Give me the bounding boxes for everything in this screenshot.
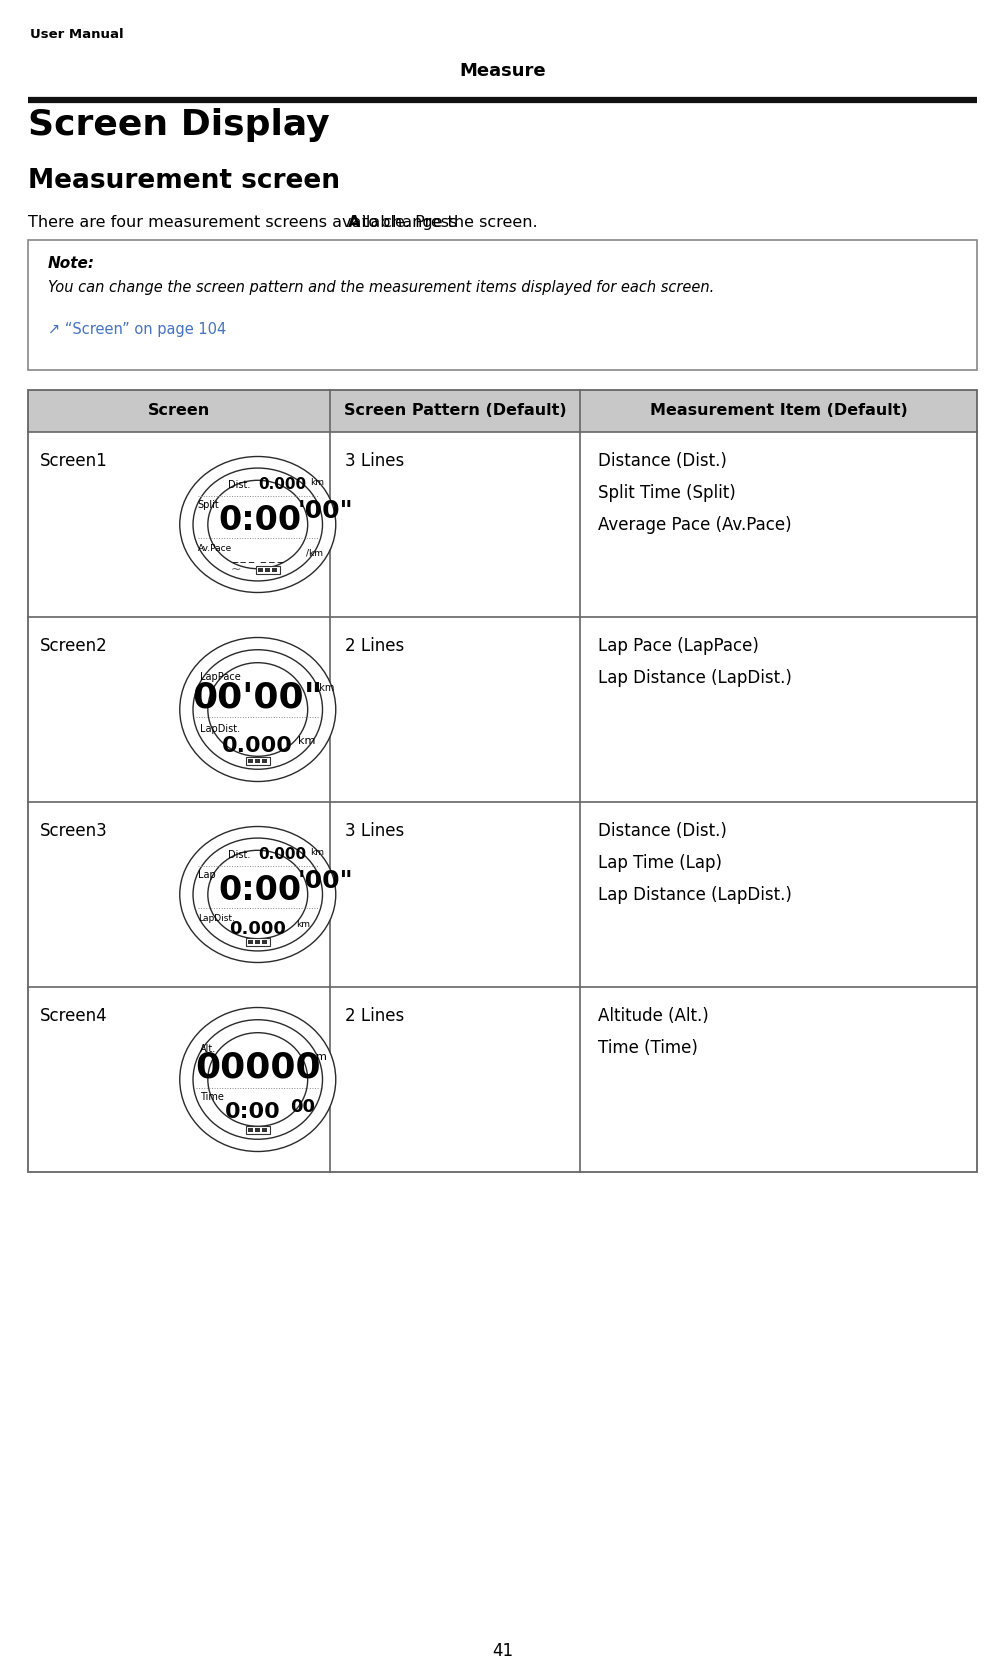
Text: Dist.: Dist. [228, 850, 250, 860]
Text: Lap Time (Lap): Lap Time (Lap) [598, 855, 722, 872]
Text: Lap: Lap [198, 870, 215, 880]
Text: Screen Pattern (Default): Screen Pattern (Default) [344, 402, 566, 417]
Ellipse shape [208, 481, 308, 568]
Ellipse shape [208, 1032, 308, 1126]
Text: km: km [310, 478, 324, 488]
Text: m: m [316, 1053, 327, 1063]
Text: km: km [295, 920, 310, 929]
FancyBboxPatch shape [261, 1128, 266, 1131]
Text: 0.000: 0.000 [222, 736, 293, 756]
Text: A: A [348, 215, 360, 230]
Text: Screen1: Screen1 [40, 453, 108, 469]
Text: Time: Time [200, 1093, 224, 1103]
Text: Measure: Measure [459, 62, 546, 80]
Text: Screen: Screen [148, 402, 210, 417]
Text: Screen4: Screen4 [40, 1007, 108, 1026]
Ellipse shape [180, 637, 336, 781]
Text: '00": '00" [297, 499, 354, 523]
Text: Time (Time): Time (Time) [598, 1039, 697, 1058]
Text: Measurement Item (Default): Measurement Item (Default) [649, 402, 908, 417]
FancyBboxPatch shape [255, 566, 279, 575]
Text: /km: /km [306, 548, 323, 556]
Text: Alt.: Alt. [200, 1044, 216, 1054]
FancyBboxPatch shape [28, 391, 977, 432]
Text: Distance (Dist.): Distance (Dist.) [598, 453, 727, 469]
FancyBboxPatch shape [254, 940, 259, 945]
FancyBboxPatch shape [264, 568, 269, 573]
Ellipse shape [193, 1019, 323, 1140]
FancyBboxPatch shape [248, 759, 253, 764]
Text: 2 Lines: 2 Lines [345, 637, 404, 655]
FancyBboxPatch shape [261, 759, 266, 764]
Ellipse shape [208, 850, 308, 939]
FancyBboxPatch shape [254, 1128, 259, 1131]
Text: There are four measurement screens available. Press: There are four measurement screens avail… [28, 215, 462, 230]
Text: You can change the screen pattern and the measurement items displayed for each s: You can change the screen pattern and th… [48, 280, 715, 295]
Text: User Manual: User Manual [30, 28, 124, 40]
Text: Screen3: Screen3 [40, 821, 108, 840]
Text: 3 Lines: 3 Lines [345, 453, 404, 469]
Text: 0.000: 0.000 [257, 846, 306, 861]
Ellipse shape [180, 1007, 336, 1151]
Ellipse shape [193, 838, 323, 950]
Text: Measurement screen: Measurement screen [28, 168, 340, 194]
Text: Lap Pace (LapPace): Lap Pace (LapPace) [598, 637, 759, 655]
Text: 2 Lines: 2 Lines [345, 1007, 404, 1026]
Text: Av.Pace: Av.Pace [198, 545, 232, 553]
Text: LapPace: LapPace [200, 672, 240, 682]
Text: LapDist.: LapDist. [198, 913, 234, 923]
FancyBboxPatch shape [271, 568, 276, 573]
Text: km: km [297, 736, 316, 746]
Text: ↗ “Screen” on page 104: ↗ “Screen” on page 104 [48, 322, 226, 337]
Text: LapDist.: LapDist. [200, 724, 240, 734]
Ellipse shape [193, 650, 323, 769]
FancyBboxPatch shape [246, 758, 269, 766]
Text: 00: 00 [289, 1098, 315, 1116]
Text: '00": '00" [297, 870, 354, 893]
Text: _ _ _  _ _ _: _ _ _ _ _ _ [232, 551, 283, 561]
Text: 00'00": 00'00" [193, 680, 323, 714]
Text: to change the screen.: to change the screen. [357, 215, 538, 230]
Text: Note:: Note: [48, 256, 95, 272]
Text: Average Pace (Av.Pace): Average Pace (Av.Pace) [598, 516, 792, 535]
Text: Altitude (Alt.): Altitude (Alt.) [598, 1007, 709, 1026]
FancyBboxPatch shape [28, 240, 977, 370]
Ellipse shape [193, 468, 323, 582]
FancyBboxPatch shape [246, 939, 269, 947]
Text: 0.000: 0.000 [257, 478, 306, 493]
Text: 00000: 00000 [195, 1051, 321, 1084]
Text: 3 Lines: 3 Lines [345, 821, 404, 840]
Text: Dist.: Dist. [228, 479, 250, 489]
Ellipse shape [180, 826, 336, 962]
FancyBboxPatch shape [257, 568, 262, 573]
Text: ~: ~ [230, 563, 241, 577]
FancyBboxPatch shape [261, 940, 266, 945]
Text: 0:00: 0:00 [218, 504, 302, 536]
Text: Screen Display: Screen Display [28, 107, 330, 142]
Text: Split: Split [198, 499, 219, 510]
Text: 0:00: 0:00 [218, 873, 302, 907]
Text: Lap Distance (LapDist.): Lap Distance (LapDist.) [598, 669, 792, 687]
Text: Lap Distance (LapDist.): Lap Distance (LapDist.) [598, 887, 792, 903]
FancyBboxPatch shape [248, 940, 253, 945]
FancyBboxPatch shape [248, 1128, 253, 1131]
Text: Distance (Dist.): Distance (Dist.) [598, 821, 727, 840]
Text: km: km [310, 848, 324, 856]
FancyBboxPatch shape [246, 1126, 269, 1133]
Text: /km: /km [316, 682, 334, 692]
Text: 41: 41 [491, 1642, 514, 1659]
Text: 0:00: 0:00 [225, 1101, 280, 1121]
Text: Screen2: Screen2 [40, 637, 108, 655]
Ellipse shape [180, 456, 336, 593]
FancyBboxPatch shape [254, 759, 259, 764]
Text: 0.000: 0.000 [229, 920, 286, 937]
Ellipse shape [208, 662, 308, 756]
Text: Split Time (Split): Split Time (Split) [598, 484, 736, 503]
